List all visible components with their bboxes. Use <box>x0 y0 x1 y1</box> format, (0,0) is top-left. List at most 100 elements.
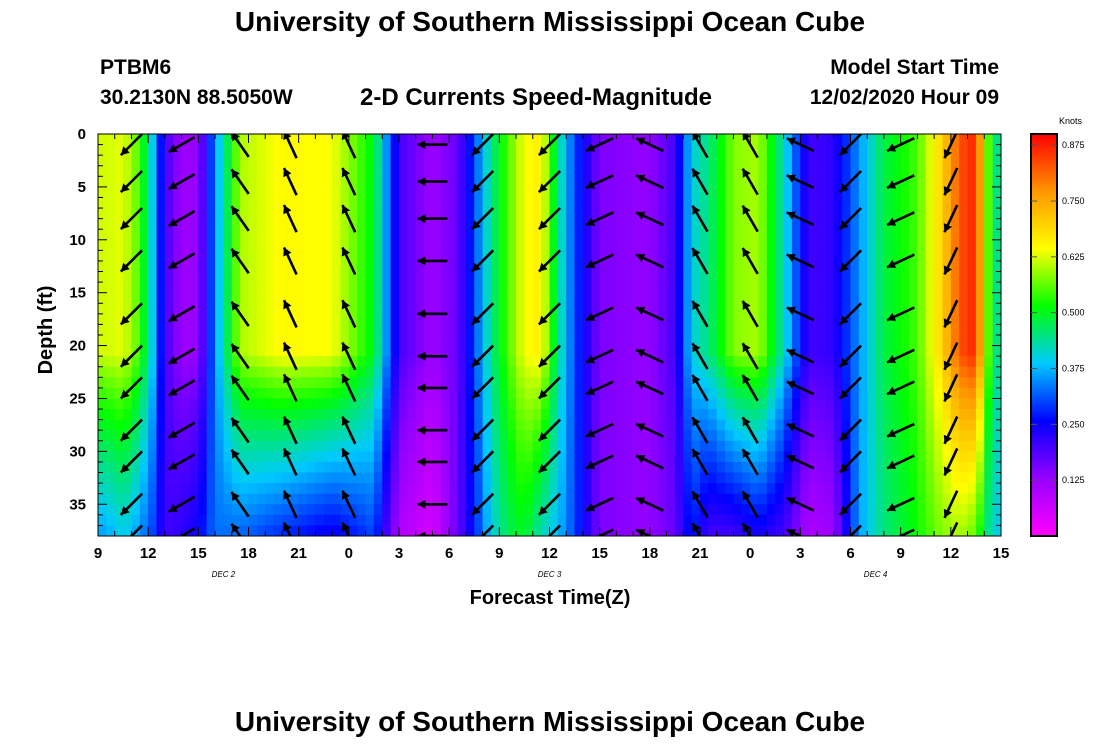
heatmap-cell <box>206 218 216 230</box>
heatmap-cell <box>248 483 258 495</box>
heatmap-cell <box>700 197 709 209</box>
heatmap-cell <box>248 440 258 452</box>
heatmap-cell <box>557 155 567 167</box>
heatmap-cell <box>833 208 843 220</box>
heatmap-cell <box>532 208 542 220</box>
heatmap-cell <box>490 345 500 357</box>
heatmap-cell <box>934 208 944 220</box>
heatmap-cell <box>900 197 910 209</box>
heatmap-cell <box>432 440 442 452</box>
heatmap-cell <box>733 303 743 315</box>
current-vector <box>341 299 357 328</box>
heatmap-cell <box>173 514 183 527</box>
heatmap-cell <box>457 218 467 230</box>
heatmap-cell <box>123 229 133 241</box>
heatmap-cell <box>240 271 250 283</box>
heatmap-cell <box>148 398 158 410</box>
heatmap-cell <box>867 165 877 177</box>
heatmap-cell <box>708 134 718 146</box>
heatmap-cell <box>340 430 350 442</box>
heatmap-cell <box>415 525 425 536</box>
heatmap-cell <box>415 292 425 304</box>
heatmap-cell <box>800 144 810 156</box>
heatmap-cell <box>440 218 450 230</box>
heatmap-cell <box>474 165 484 177</box>
heatmap-cell <box>674 366 684 378</box>
current-vector <box>786 253 815 269</box>
heatmap-cell <box>265 493 275 505</box>
heatmap-cell <box>382 525 392 536</box>
heatmap-cell <box>942 451 952 463</box>
heatmap-cell <box>273 377 283 389</box>
heatmap-cell <box>457 430 467 442</box>
heatmap-cell <box>357 324 367 336</box>
heatmap-cell <box>616 461 626 474</box>
heatmap-cell <box>800 430 810 442</box>
heatmap-cell <box>181 260 191 273</box>
heatmap-cell <box>808 525 818 536</box>
heatmap-cell <box>566 504 576 516</box>
heatmap-cell <box>925 525 935 536</box>
heatmap-cell <box>791 409 801 421</box>
heatmap-cell <box>256 525 266 536</box>
heatmap-cell <box>265 387 275 400</box>
heatmap-cell <box>198 239 208 251</box>
heatmap-cell <box>725 387 735 400</box>
heatmap-cell <box>900 229 910 241</box>
heatmap-cell <box>148 409 158 421</box>
heatmap-cell <box>758 134 768 146</box>
heatmap-cell <box>382 504 392 516</box>
heatmap-cell <box>532 472 542 484</box>
heatmap-cell <box>490 430 500 442</box>
heatmap-cell <box>541 451 551 463</box>
heatmap-cell <box>189 324 199 336</box>
heatmap-cell <box>599 239 609 251</box>
heatmap-cell <box>716 430 726 442</box>
heatmap-cell <box>348 461 358 474</box>
heatmap-cell <box>382 218 392 230</box>
heatmap-cell <box>189 525 199 536</box>
heatmap-cell <box>817 461 827 474</box>
heatmap-cell <box>975 504 985 516</box>
heatmap-cell <box>215 250 225 262</box>
heatmap-cell <box>883 409 893 421</box>
heatmap-cell <box>332 398 342 410</box>
colorbar-unit: Knots <box>1059 116 1083 126</box>
heatmap-cell <box>691 398 701 410</box>
heatmap-cell <box>507 377 517 389</box>
heatmap-cell <box>817 440 827 452</box>
heatmap-cell <box>298 165 308 177</box>
heatmap-cell <box>98 218 107 230</box>
heatmap-cell <box>800 366 810 378</box>
heatmap-cell <box>616 303 626 315</box>
heatmap-cell <box>131 176 141 188</box>
heatmap-cell <box>357 461 367 474</box>
heatmap-cell <box>616 282 626 294</box>
heatmap-cell <box>432 250 442 262</box>
heatmap-cell <box>892 366 902 378</box>
heatmap-cell <box>783 292 793 304</box>
heatmap-cell <box>950 208 960 220</box>
heatmap-cell <box>290 197 300 209</box>
heatmap-cell <box>825 303 835 315</box>
heatmap-cell <box>390 356 400 368</box>
heatmap-cell <box>959 377 969 389</box>
heatmap-cell <box>658 197 668 209</box>
heatmap-cell <box>733 345 743 357</box>
heatmap-cell <box>256 313 266 326</box>
heatmap-cell <box>783 282 793 294</box>
heatmap-cell <box>281 483 291 495</box>
heatmap-cell <box>524 419 534 431</box>
heatmap-cell <box>641 208 651 220</box>
heatmap-cell <box>457 356 467 368</box>
heatmap-cell <box>750 197 760 209</box>
heatmap-cell <box>649 165 659 177</box>
heatmap-cell <box>357 472 367 484</box>
heatmap-cell <box>683 313 693 326</box>
heatmap-cell <box>198 218 208 230</box>
heatmap-cell <box>281 134 291 146</box>
heatmap-cell <box>741 430 751 442</box>
heatmap-cell <box>215 398 225 410</box>
heatmap-cell <box>566 271 576 283</box>
heatmap-cell <box>917 504 927 516</box>
